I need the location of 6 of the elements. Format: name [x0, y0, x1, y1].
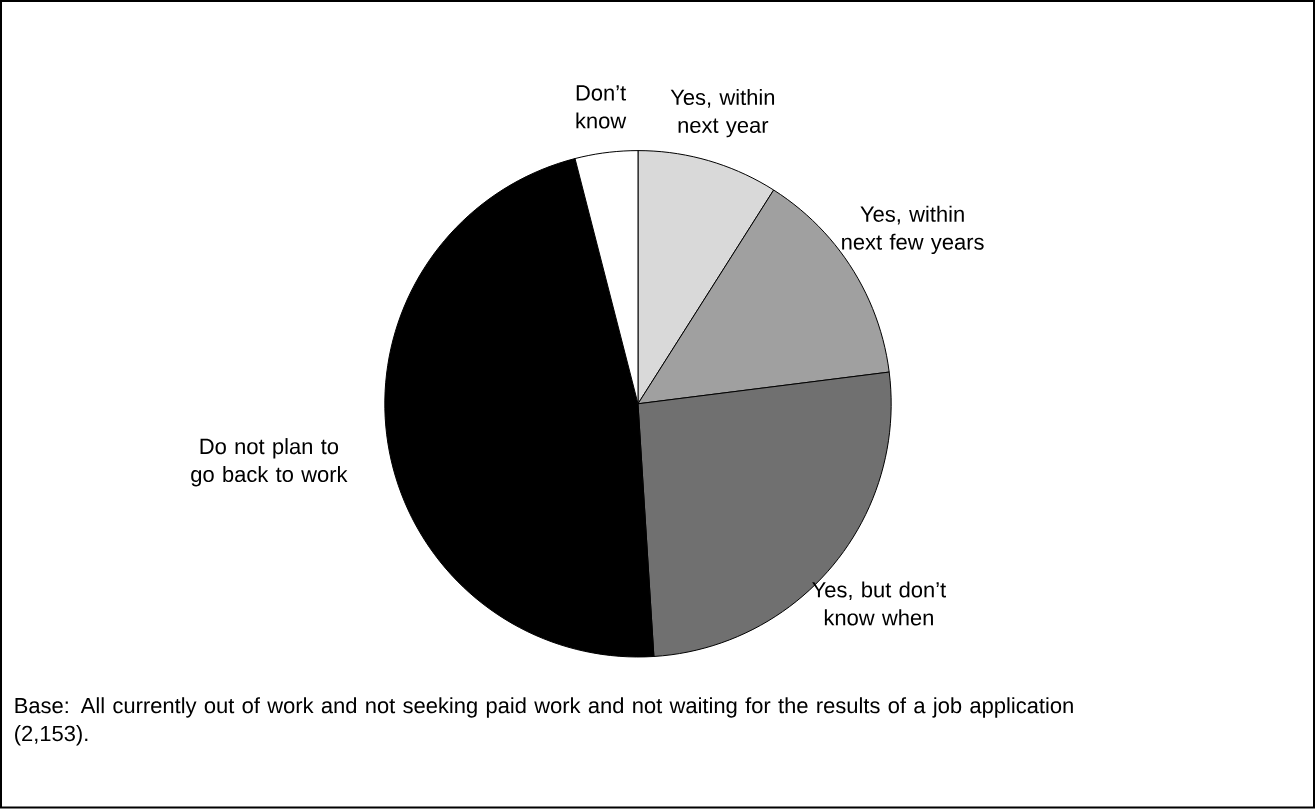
slice-label: Yes, within next few years: [842, 205, 984, 255]
slice-label: Yes, within next year: [670, 89, 775, 138]
slice-label: Yes, but don’t know when: [812, 581, 946, 626]
slice-label: Do not plan to go back to work: [191, 438, 348, 487]
slice-label: Don’t know: [576, 85, 627, 129]
text: Base: All currently out of work and not seeking paid work and not waiting for the results of a job application (2,153).: [15, 697, 1073, 746]
